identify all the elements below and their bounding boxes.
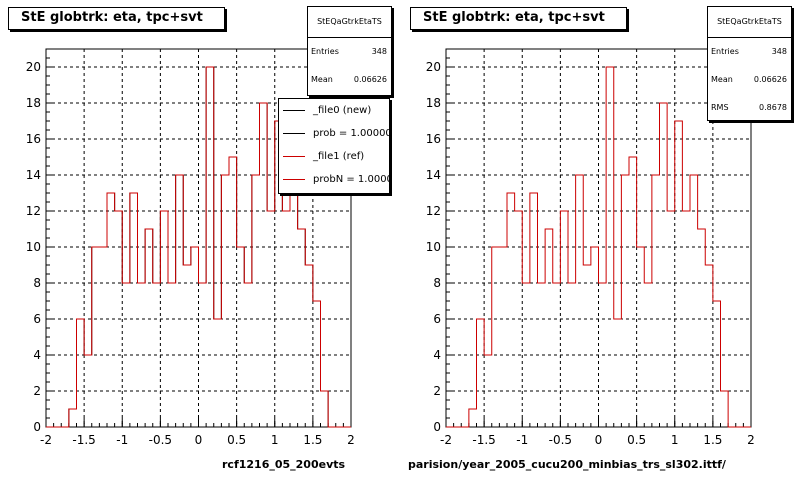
right-stats-box: StEQaGtrkEtaTS Entries 348 Mean 0.06626 …	[707, 6, 792, 121]
right-histogram-pad: -2 -1.5 -1 -0.5 0 0.5 1 1.5 2 0 2 4 6 8 10 12 14 16 18 20 S…	[400, 0, 800, 480]
x-tick-label: 0	[195, 433, 203, 447]
x-tick-label: 1	[271, 433, 279, 447]
legend-entry-file0: _file0 (new)	[279, 99, 389, 122]
stats-row-mean: Mean 0.06626	[308, 66, 391, 94]
stats-value: 0.06626	[353, 75, 387, 84]
y-tick-label: 20	[426, 60, 441, 74]
legend-swatch-line	[283, 110, 305, 111]
y-tick-label: 16	[26, 132, 41, 146]
stats-value: 348	[371, 47, 387, 56]
plot-frame	[45, 48, 352, 428]
stats-row-entries: Entries 348	[308, 38, 391, 66]
stats-row-rms: RMS 0.8678	[708, 94, 791, 122]
y-tick-label: 6	[33, 312, 41, 326]
legend-entry-file1: _file1 (ref)	[279, 145, 389, 168]
y-tick-label: 14	[426, 168, 441, 182]
left-x-axis-title: rcf1216_05_200evts	[222, 458, 346, 471]
x-tick-label: -0.5	[149, 433, 172, 447]
histogram-series-0	[446, 66, 751, 428]
stats-label: Entries	[311, 47, 339, 56]
plot-frame	[445, 48, 752, 428]
stats-label: Mean	[711, 75, 733, 84]
legend-entry-prob: prob = 1.000000	[279, 122, 389, 145]
right-histogram-title: StE globtrk: eta, tpc+svt	[410, 7, 627, 30]
left-stats-box: StEQaGtrkEtaTS Entries 348 Mean 0.06626	[307, 6, 392, 96]
grid	[445, 49, 752, 428]
y-tick-label: 10	[26, 240, 41, 254]
y-tick-label: 0	[433, 420, 441, 434]
legend-label: _file0 (new)	[313, 105, 372, 116]
legend-label: probN = 1.000000	[313, 174, 389, 185]
y-tick-label: 16	[426, 132, 441, 146]
y-tick-label: 6	[433, 312, 441, 326]
legend-box: _file0 (new) prob = 1.000000 _file1 (ref…	[278, 98, 390, 194]
x-tick-label: 1.5	[303, 433, 322, 447]
stats-value: 0.06626	[753, 75, 787, 84]
y-tick-label: 12	[26, 204, 41, 218]
left-histogram-title: StE globtrk: eta, tpc+svt	[8, 7, 225, 30]
legend-swatch-line	[283, 179, 305, 180]
stats-value: 348	[771, 47, 787, 56]
stats-name: StEQaGtrkEtaTS	[708, 7, 791, 38]
x-tick-label: -2	[40, 433, 52, 447]
x-tick-label: 2	[347, 433, 355, 447]
y-tick-label: 18	[26, 96, 41, 110]
stats-label: Entries	[711, 47, 739, 56]
y-tick-label: 18	[426, 96, 441, 110]
stats-value: 0.8678	[759, 103, 787, 112]
x-tick-label: -2	[440, 433, 452, 447]
y-tick-label: 10	[426, 240, 441, 254]
legend-swatch-line	[283, 133, 305, 134]
x-tick-label: 1	[671, 433, 679, 447]
y-tick-label: 8	[433, 276, 441, 290]
stats-label: RMS	[711, 103, 729, 112]
x-tick-label: -1	[116, 433, 128, 447]
x-tick-label: -0.5	[549, 433, 572, 447]
y-tick-label: 0	[33, 420, 41, 434]
legend-swatch-line	[283, 156, 305, 157]
y-tick-label: 12	[426, 204, 441, 218]
legend-entry-probn: probN = 1.000000	[279, 168, 389, 191]
y-tick-label: 2	[433, 384, 441, 398]
right-x-axis-title: parision/year_2005_cucu200_minbias_trs_s…	[408, 458, 726, 471]
y-tick-label: 4	[433, 348, 441, 362]
stats-row-mean: Mean 0.06626	[708, 66, 791, 94]
x-tick-label: -1.5	[72, 433, 95, 447]
x-tick-label: 2	[747, 433, 755, 447]
left-histogram-pad: -2 -1.5 -1 -0.5 0 0.5 1 1.5 2 0 2 4 6 8 10 12 14 16 18 20 S…	[8, 6, 392, 471]
stats-row-entries: Entries 348	[708, 38, 791, 66]
x-tick-label: 0	[595, 433, 603, 447]
x-tick-label: 0.5	[627, 433, 646, 447]
y-tick-label: 4	[33, 348, 41, 362]
x-tick-label: 1.5	[703, 433, 722, 447]
stats-label: Mean	[311, 75, 333, 84]
x-tick-label: -1	[516, 433, 528, 447]
x-tick-label: 0.5	[227, 433, 246, 447]
legend-label: prob = 1.000000	[313, 128, 390, 139]
y-tick-label: 20	[26, 60, 41, 74]
legend-label: _file1 (ref)	[313, 151, 365, 162]
x-tick-label: -1.5	[472, 433, 495, 447]
stats-name: StEQaGtrkEtaTS	[308, 7, 391, 38]
y-tick-label: 14	[26, 168, 41, 182]
y-tick-label: 8	[33, 276, 41, 290]
y-tick-label: 2	[33, 384, 41, 398]
